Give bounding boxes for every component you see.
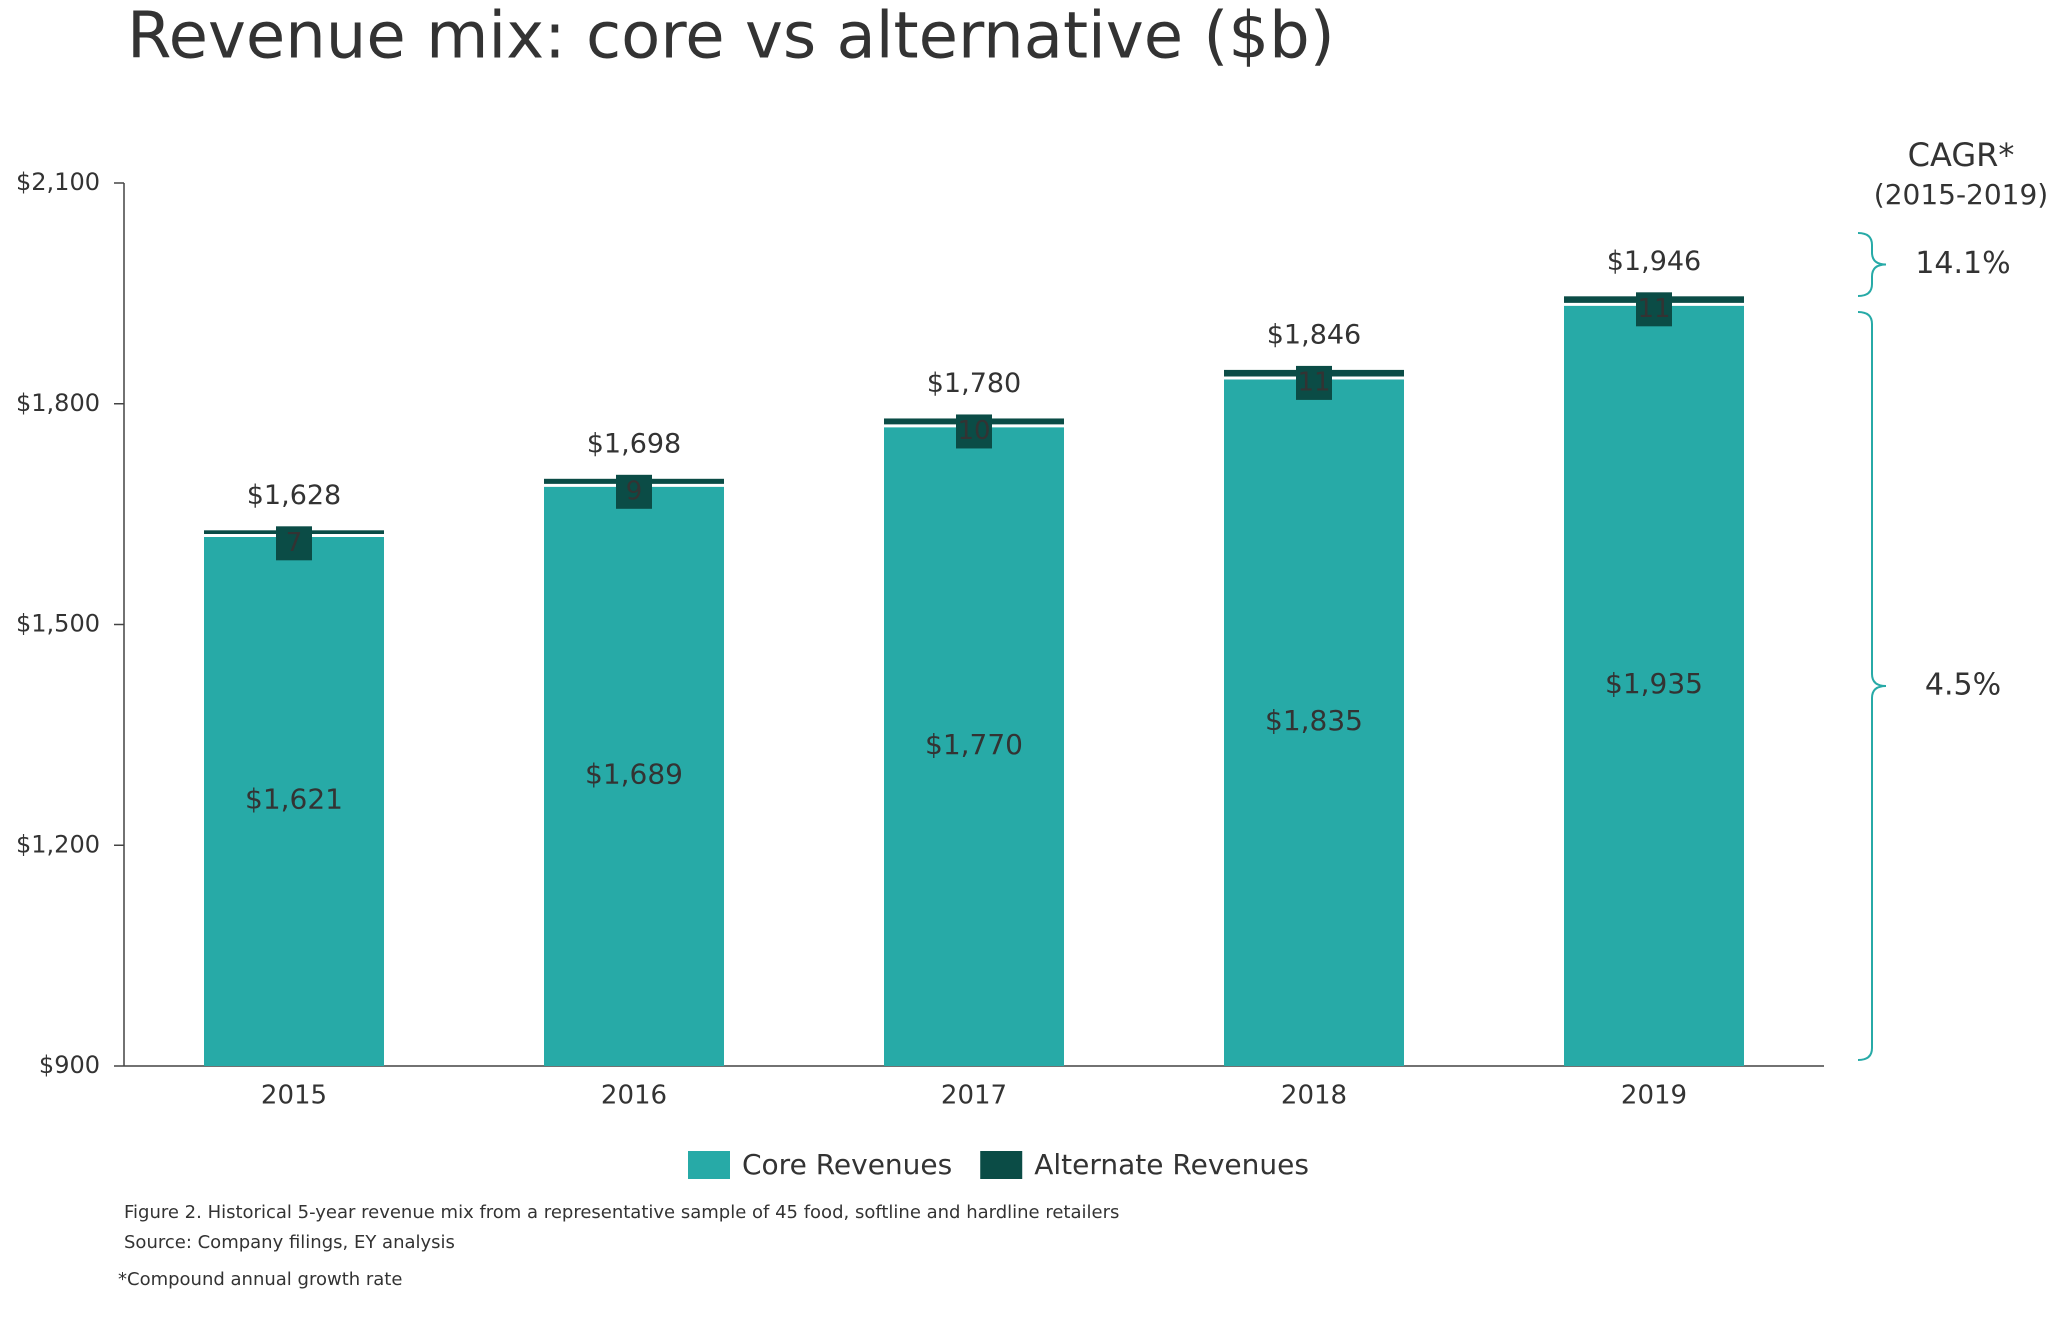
caption: Figure 2. Historical 5-year revenue mix … <box>124 1202 1119 1223</box>
cagr-value: 14.1% <box>1915 246 2010 281</box>
x-tick-label: 2016 <box>601 1081 667 1111</box>
alternate-label-box <box>1636 292 1672 327</box>
x-tick-label: 2019 <box>1621 1081 1687 1111</box>
cagr-brace <box>1857 311 1887 1061</box>
core-bar <box>204 535 384 1066</box>
alternate-value-label: 11 <box>1637 294 1670 324</box>
y-tick-label: $2,100 <box>16 168 100 196</box>
y-tick-label: $900 <box>39 1051 100 1079</box>
chart-title: Revenue mix: core vs alternative ($b) <box>127 0 1335 74</box>
legend-label: Alternate Revenues <box>1034 1148 1309 1181</box>
total-label: $1,780 <box>927 368 1021 399</box>
core-value-label: $1,935 <box>1605 667 1703 700</box>
y-tick-label: $1,200 <box>16 830 100 858</box>
cagr-title: CAGR* <box>1908 136 2015 174</box>
core-value-label: $1,770 <box>925 728 1023 761</box>
total-label: $1,628 <box>247 480 341 511</box>
source: Source: Company filings, EY analysis <box>124 1232 455 1253</box>
core-value-label: $1,689 <box>585 758 683 791</box>
alternate-value-label: 11 <box>1297 367 1330 397</box>
legend-label: Core Revenues <box>742 1148 952 1181</box>
total-label: $1,846 <box>1267 319 1361 350</box>
cagr-brace <box>1857 232 1887 297</box>
alternate-value-label: 9 <box>626 476 643 506</box>
core-bar <box>544 485 724 1066</box>
legend-swatch <box>688 1151 730 1179</box>
alternate-label-box <box>276 526 312 561</box>
x-tick-label: 2017 <box>941 1081 1007 1111</box>
core-value-label: $1,621 <box>245 783 343 816</box>
alternate-label-box <box>1296 365 1332 400</box>
total-label: $1,946 <box>1607 246 1701 277</box>
core-bar <box>884 425 1064 1066</box>
alternate-value-label: 7 <box>286 528 303 558</box>
legend-swatch <box>980 1151 1023 1179</box>
core-value-label: $1,835 <box>1265 704 1363 737</box>
footnote: *Compound annual growth rate <box>118 1269 402 1290</box>
cagr-period: (2015-2019) <box>1874 178 2048 211</box>
total-label: $1,698 <box>587 428 681 459</box>
cagr-value: 4.5% <box>1925 668 2001 703</box>
core-bar <box>1224 377 1404 1066</box>
x-tick-label: 2018 <box>1281 1081 1347 1111</box>
core-bar <box>1564 304 1744 1067</box>
y-tick-label: $1,800 <box>16 389 100 417</box>
alternate-label-box <box>956 414 992 449</box>
alternate-label-box <box>616 474 652 509</box>
y-tick-label: $1,500 <box>16 610 100 638</box>
x-tick-label: 2015 <box>261 1081 327 1111</box>
alternate-value-label: 10 <box>957 416 990 446</box>
